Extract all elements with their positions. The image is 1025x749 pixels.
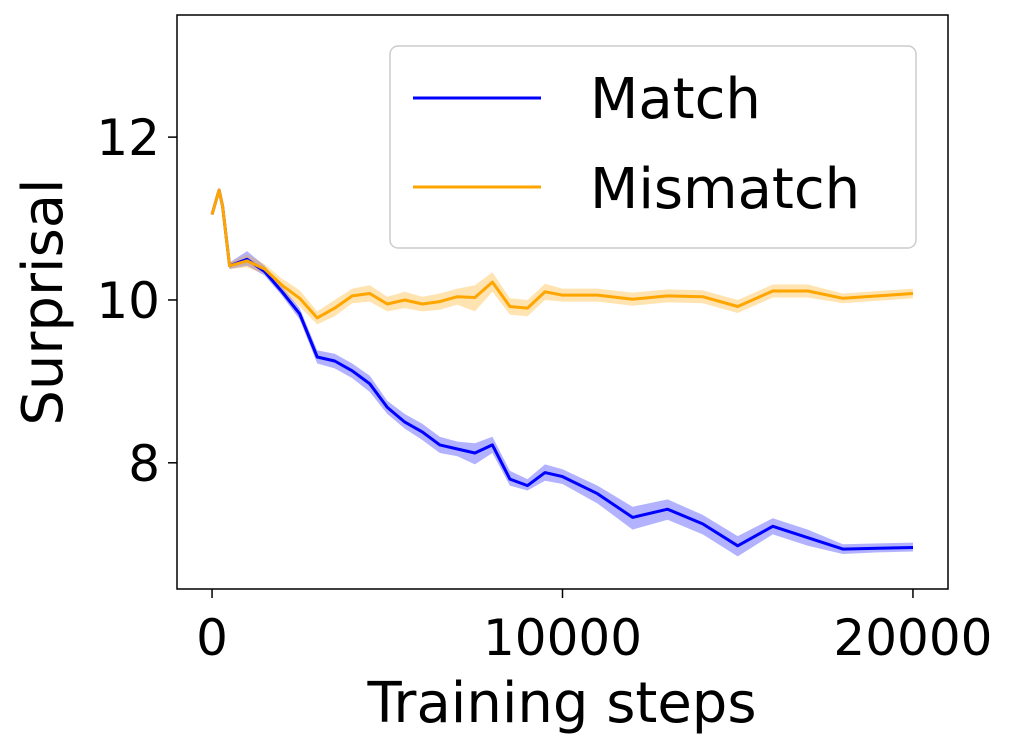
series-line-match [210, 188, 914, 551]
x-tick-label: 0 [196, 609, 228, 667]
legend: Match Mismatch [389, 45, 917, 249]
y-tick-label: 8 [128, 435, 160, 493]
confidence-bands [212, 190, 913, 557]
y-tick-label: 12 [96, 109, 160, 167]
series-lines [210, 188, 914, 551]
legend-label-match: Match [590, 67, 761, 132]
x-axis-ticks: 0 10000 20000 [196, 589, 992, 667]
legend-label-mismatch: Mismatch [590, 157, 860, 222]
x-axis-label: Training steps [366, 671, 756, 736]
band-match [212, 190, 913, 557]
y-tick-label: 10 [96, 272, 160, 330]
band-mismatch [212, 190, 913, 325]
series-line-mismatch [210, 188, 914, 320]
x-tick-label: 20000 [833, 609, 992, 667]
y-axis-label: Surprisal [11, 178, 76, 425]
x-tick-label: 10000 [483, 609, 642, 667]
y-axis-ticks: 8 10 12 [96, 109, 177, 493]
